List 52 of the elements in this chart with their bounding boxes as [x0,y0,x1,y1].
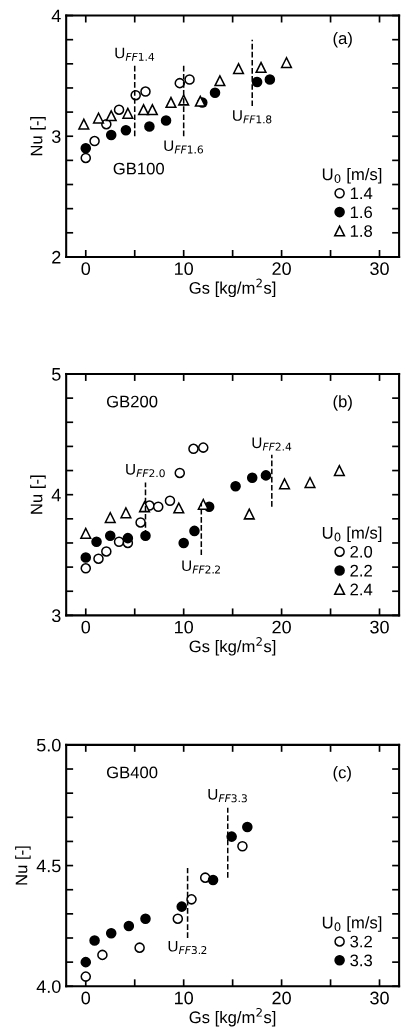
annotation: U$_{FF2.0}$ [126,464,165,478]
annotation: U$_{FF2.2}$ [182,560,220,574]
y-tick-label: 2 [52,250,61,264]
x-tick-label: 30 [370,262,389,276]
legend-label: 1.8 [350,225,373,237]
legend-label: 2.0 [350,545,373,558]
legend-title: U$_{0}$ [m/s] [322,916,382,932]
legend-label: 1.6 [350,206,373,219]
y-tick-label: 4 [51,488,61,502]
legend-title: U$_{0}$ [m/s] [322,167,382,184]
annotation: U$_{FF1.6}$ [164,140,204,154]
legend-label: 2.2 [350,564,372,577]
y-tick-label: 3 [51,130,61,143]
x-tick-label: 0 [81,262,91,276]
legend-label: 2.4 [350,583,373,596]
legend-label: 3.3 [350,954,373,967]
annotation: (a) [333,31,352,48]
y-axis-title: Nu [-] [30,117,46,156]
x-tick-label: 10 [175,262,194,276]
x-tick-label: 30 [370,991,389,1005]
y-tick-label: 4.5 [36,859,61,873]
x-tick-label: 20 [272,991,291,1005]
y-tick-label: 5.0 [36,738,61,752]
x-tick-label: 20 [272,620,291,634]
x-tick-label: 10 [175,991,194,1005]
annotation: GB100 [113,162,165,175]
x-tick-label: 20 [272,262,291,276]
annotation: U$_{FF1.4}$ [115,47,155,61]
annotation: (b) [333,395,352,411]
y-tick-label: 5 [52,368,61,381]
x-tick-label: 30 [370,620,389,634]
annotation: U$_{FF3.2}$ [168,940,207,955]
annotation: U$_{FF3.3}$ [208,789,247,803]
legend-title: U$_{0}$ [m/s] [322,526,382,542]
annotation: U$_{FF2.4}$ [252,437,292,451]
legend-label: 3.2 [350,935,372,948]
annotation: GB200 [106,395,158,408]
annotation: GB400 [106,766,158,779]
annotation: U$_{FF1.8}$ [233,110,272,124]
y-axis-title: Nu [-] [15,846,31,885]
y-tick-label: 4.0 [36,980,61,993]
x-axis-title: Gs [kg/m$^{2}$s] [189,637,276,656]
x-axis-title: Gs [kg/m$^{2}$s] [189,278,276,298]
y-tick-label: 4 [51,9,61,23]
x-tick-label: 0 [81,620,91,634]
x-tick-label: 0 [81,991,91,1005]
y-tick-label: 3 [51,609,61,623]
y-axis-title: Nu [-] [30,475,46,514]
legend-label: 1.4 [350,187,373,200]
annotation: (c) [333,766,351,782]
x-tick-label: 10 [175,620,194,634]
x-axis-title: Gs [kg/m$^{2}$s] [189,1007,276,1027]
